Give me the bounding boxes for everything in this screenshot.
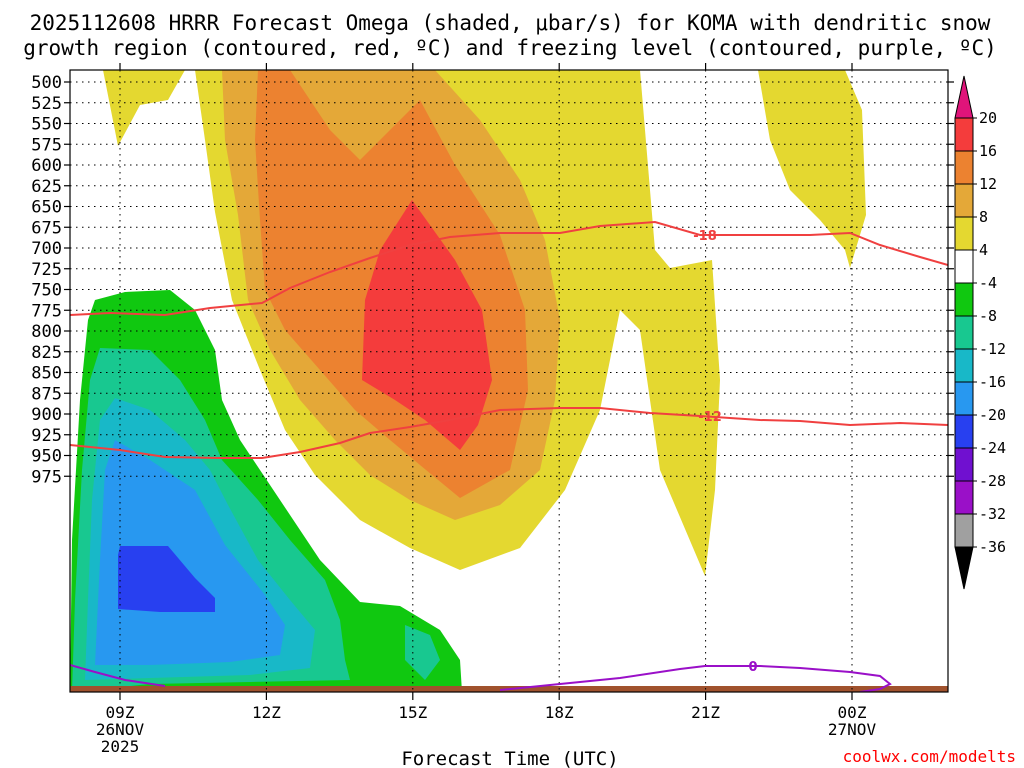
y-tick-label: 750 <box>31 281 62 301</box>
x-tick-label: 21Z <box>691 703 720 722</box>
colorbar-tick-label: -36 <box>979 538 1006 556</box>
colorbar-tick-label: -4 <box>979 274 997 292</box>
y-tick-label: 550 <box>31 115 62 135</box>
colorbar-tick-label: -32 <box>979 505 1006 523</box>
y-tick-label: 575 <box>31 135 62 155</box>
chart-title-line1: 2025112608 HRRR Forecast Omega (shaded, … <box>30 11 991 35</box>
colorbar-bin <box>954 381 974 416</box>
contour-label-dgz-bottom: -12 <box>698 410 722 425</box>
colorbar-bin <box>954 117 974 152</box>
colorbar-tick-label: 20 <box>979 109 997 127</box>
y-tick-label: 900 <box>31 405 62 425</box>
x-tick-label: 18Z <box>545 703 574 722</box>
colorbar-tick-label: -16 <box>979 373 1006 391</box>
freezing-level-contour <box>70 664 166 687</box>
x-tick-label: 27NOV <box>828 720 877 739</box>
colorbar-bin <box>954 513 974 548</box>
x-tick-label: 15Z <box>398 703 427 722</box>
y-tick-label: 775 <box>31 301 62 321</box>
omega-fill-4-8 <box>103 70 185 146</box>
chart-title-line2: growth region (contoured, red, ºC) and f… <box>23 36 997 60</box>
x-tick-label: 12Z <box>252 703 281 722</box>
colorbar-tick-label: -20 <box>979 406 1006 424</box>
y-tick-label: 600 <box>31 156 62 176</box>
colorbar-bin <box>954 282 974 317</box>
y-tick-label: 675 <box>31 218 62 238</box>
colorbar-bin <box>954 447 974 482</box>
y-tick-label: 800 <box>31 322 62 342</box>
credit-text: coolwx.com/modelts <box>843 747 1016 766</box>
contour-label-freezing-level: 0 <box>748 660 757 675</box>
colorbar-bin <box>954 183 974 218</box>
y-tick-label: 525 <box>31 94 62 114</box>
x-tick-label: 09Z <box>106 703 135 722</box>
y-tick-label: 950 <box>31 447 62 467</box>
y-tick-label: 975 <box>31 467 62 487</box>
colorbar-tick-label: 8 <box>979 208 988 226</box>
colorbar-tick-label: 12 <box>979 175 997 193</box>
colorbar-bin <box>954 315 974 350</box>
y-tick-label: 925 <box>31 426 62 446</box>
colorbar-tick-label: 4 <box>979 241 988 259</box>
y-axis: 5005255505756006256506757007257507758008… <box>31 73 954 487</box>
y-tick-label: 500 <box>31 73 62 93</box>
colorbar-tick-label: -12 <box>979 340 1006 358</box>
colorbar-tick-label: 16 <box>979 142 997 160</box>
y-tick-label: 650 <box>31 198 62 218</box>
omega-fill-4-8 <box>758 70 866 268</box>
dgz-top-contour <box>70 220 948 317</box>
y-tick-label: 625 <box>31 177 62 197</box>
colorbar-bin <box>954 348 974 383</box>
freezing-level-contour <box>499 665 892 692</box>
omega-fill-minus20-minus24 <box>118 546 215 612</box>
colorbar: 20 16 12 8 4 -4 -8 -12 -16 -20 -24 -28 -32 -36 <box>954 75 1006 590</box>
contour-label-group: -18 -12 0 <box>693 229 757 675</box>
y-tick-label: 700 <box>31 239 62 259</box>
y-tick-label: 825 <box>31 343 62 363</box>
colorbar-bin <box>954 150 974 185</box>
dgz-bottom-contour <box>70 407 948 459</box>
colorbar-bin <box>954 480 974 515</box>
colorbar-tick-label: -8 <box>979 307 997 325</box>
x-axis-label: Forecast Time (UTC) <box>401 748 618 768</box>
x-tick-label: 2025 <box>101 737 140 756</box>
x-tick-label: 00Z <box>838 703 867 722</box>
y-tick-label: 725 <box>31 260 62 280</box>
omega-fill-minus8-minus12 <box>405 625 440 680</box>
y-tick-label: 875 <box>31 384 62 404</box>
colorbar-bin-top <box>954 75 974 119</box>
colorbar-bin <box>954 414 974 449</box>
x-tick-label: 26NOV <box>96 720 145 739</box>
omega-fill-16-20 <box>362 200 492 450</box>
contour-label-dgz-top: -18 <box>693 229 717 244</box>
colorbar-bin <box>954 216 974 251</box>
horizontal-gridlines <box>70 81 948 477</box>
plot-frame <box>69 69 949 693</box>
colorbar-bin-bottom <box>954 546 974 590</box>
colorbar-tick-label: -24 <box>979 439 1006 457</box>
plot-area <box>70 70 948 692</box>
colorbar-bin <box>954 249 974 284</box>
colorbar-tick-label: -28 <box>979 472 1006 490</box>
y-tick-label: 850 <box>31 364 62 384</box>
